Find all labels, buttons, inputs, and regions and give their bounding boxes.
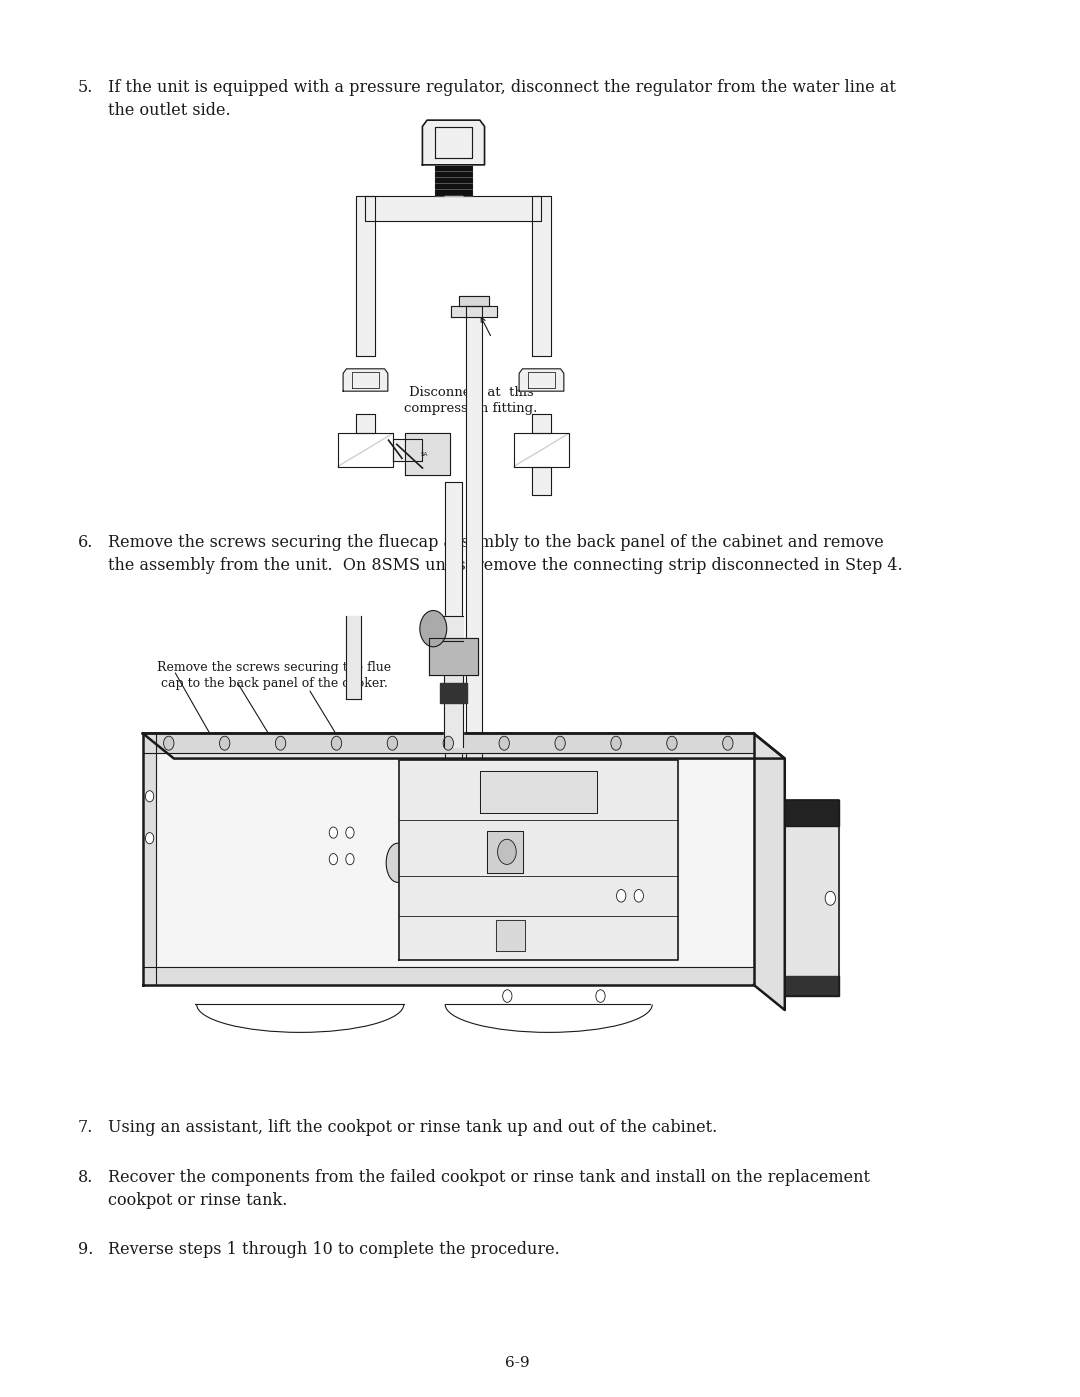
Text: Using an assistant, lift the cookpot or rinse tank up and out of the cabinet.: Using an assistant, lift the cookpot or … bbox=[108, 1119, 717, 1136]
Polygon shape bbox=[454, 908, 495, 933]
Circle shape bbox=[346, 827, 354, 838]
Polygon shape bbox=[365, 196, 541, 221]
Circle shape bbox=[499, 736, 510, 750]
Text: Recover the components from the failed cookpot or rinse tank and install on the : Recover the components from the failed c… bbox=[108, 1169, 869, 1210]
Polygon shape bbox=[393, 439, 422, 461]
Ellipse shape bbox=[387, 844, 409, 883]
Polygon shape bbox=[785, 800, 838, 996]
Polygon shape bbox=[338, 433, 393, 467]
Polygon shape bbox=[487, 831, 523, 873]
Circle shape bbox=[723, 736, 733, 750]
Circle shape bbox=[146, 791, 153, 802]
Polygon shape bbox=[785, 800, 838, 826]
Polygon shape bbox=[444, 654, 463, 747]
Polygon shape bbox=[467, 306, 483, 933]
Polygon shape bbox=[143, 733, 754, 753]
Circle shape bbox=[146, 833, 153, 844]
Circle shape bbox=[420, 610, 447, 647]
Polygon shape bbox=[513, 433, 569, 467]
Polygon shape bbox=[451, 306, 497, 317]
Circle shape bbox=[332, 736, 341, 750]
Circle shape bbox=[555, 736, 565, 750]
Polygon shape bbox=[343, 369, 388, 391]
Polygon shape bbox=[459, 296, 489, 306]
Circle shape bbox=[617, 890, 625, 902]
Polygon shape bbox=[405, 433, 450, 475]
Polygon shape bbox=[143, 733, 754, 985]
Circle shape bbox=[329, 854, 338, 865]
Circle shape bbox=[443, 736, 454, 750]
Text: 7.: 7. bbox=[78, 1119, 93, 1136]
Text: 5.: 5. bbox=[78, 78, 93, 96]
Polygon shape bbox=[532, 467, 551, 495]
Polygon shape bbox=[532, 196, 551, 356]
Polygon shape bbox=[346, 616, 361, 698]
Circle shape bbox=[388, 736, 397, 750]
Text: Disconnect at  this
compression fitting.: Disconnect at this compression fitting. bbox=[404, 386, 538, 415]
Polygon shape bbox=[441, 683, 467, 703]
Text: SA: SA bbox=[421, 451, 428, 457]
Polygon shape bbox=[356, 196, 375, 356]
Polygon shape bbox=[406, 854, 420, 872]
Circle shape bbox=[502, 989, 512, 1003]
Polygon shape bbox=[429, 638, 478, 675]
Circle shape bbox=[498, 840, 516, 865]
Polygon shape bbox=[420, 807, 549, 908]
Circle shape bbox=[329, 827, 338, 838]
Polygon shape bbox=[496, 921, 525, 951]
Polygon shape bbox=[429, 616, 463, 641]
Text: Remove the screws securing the fluecap assembly to the back panel of the cabinet: Remove the screws securing the fluecap a… bbox=[108, 534, 902, 574]
Circle shape bbox=[611, 736, 621, 750]
Text: If the unit is equipped with a pressure regulator, disconnect the regulator from: If the unit is equipped with a pressure … bbox=[108, 78, 895, 119]
Circle shape bbox=[666, 736, 677, 750]
Circle shape bbox=[596, 989, 605, 1003]
Polygon shape bbox=[480, 771, 597, 813]
Text: 8.: 8. bbox=[78, 1169, 93, 1186]
Circle shape bbox=[634, 890, 644, 902]
Polygon shape bbox=[422, 120, 485, 165]
Polygon shape bbox=[445, 482, 461, 807]
Polygon shape bbox=[356, 414, 375, 433]
Polygon shape bbox=[754, 733, 785, 1010]
Circle shape bbox=[219, 736, 230, 750]
Polygon shape bbox=[532, 414, 551, 433]
Polygon shape bbox=[549, 863, 616, 882]
Polygon shape bbox=[143, 733, 785, 759]
Polygon shape bbox=[399, 760, 678, 960]
Text: 6.: 6. bbox=[78, 534, 93, 550]
Polygon shape bbox=[143, 733, 157, 985]
Circle shape bbox=[275, 736, 286, 750]
Text: 9.: 9. bbox=[78, 1241, 93, 1257]
Polygon shape bbox=[435, 165, 472, 196]
Polygon shape bbox=[785, 977, 838, 996]
Circle shape bbox=[825, 891, 836, 905]
Text: 6-9: 6-9 bbox=[505, 1356, 530, 1370]
Circle shape bbox=[346, 854, 354, 865]
Circle shape bbox=[163, 736, 174, 750]
Polygon shape bbox=[519, 369, 564, 391]
Text: Reverse steps 1 through 10 to complete the procedure.: Reverse steps 1 through 10 to complete t… bbox=[108, 1241, 559, 1257]
Polygon shape bbox=[143, 967, 754, 985]
Text: Remove the screws securing the flue
cap to the back panel of the cooker.: Remove the screws securing the flue cap … bbox=[158, 661, 391, 690]
